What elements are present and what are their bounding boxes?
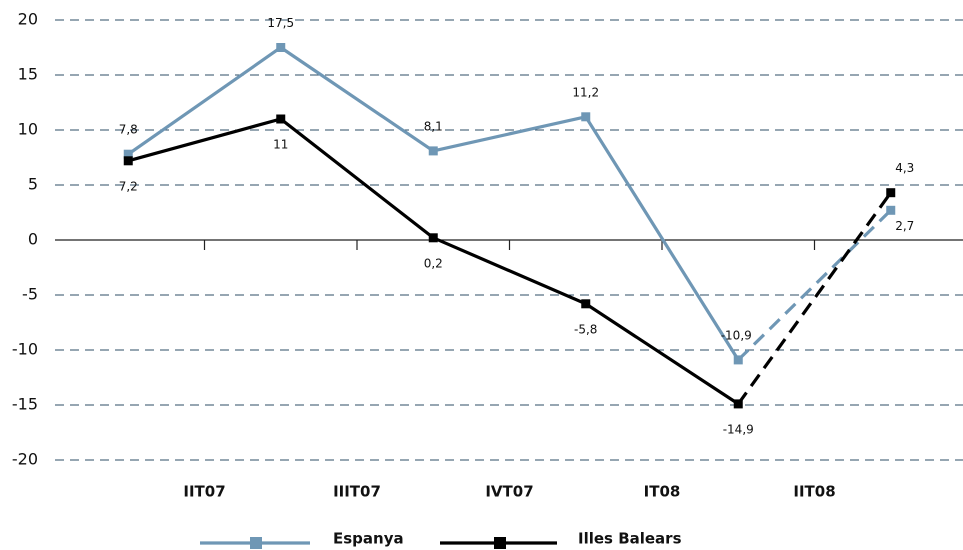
marker bbox=[581, 112, 591, 122]
data-label: 8,1 bbox=[424, 119, 443, 133]
data-label: 2,7 bbox=[895, 219, 914, 233]
marker bbox=[428, 146, 438, 156]
data-label: -10,9 bbox=[721, 328, 752, 342]
data-label: -5,8 bbox=[574, 322, 597, 336]
marker bbox=[581, 299, 591, 309]
marker bbox=[886, 188, 896, 198]
data-label: 7,8 bbox=[119, 123, 138, 137]
data-label: 17,5 bbox=[267, 16, 294, 30]
legend-label: Espanya bbox=[333, 530, 404, 548]
marker bbox=[123, 156, 133, 166]
marker bbox=[123, 149, 133, 159]
y-tick-label: 10 bbox=[18, 120, 38, 139]
x-tick-label: IT08 bbox=[644, 483, 681, 501]
x-tick-label: IIIT07 bbox=[333, 483, 381, 501]
x-tick-label: IVT07 bbox=[485, 483, 533, 501]
marker bbox=[733, 399, 743, 409]
series-line bbox=[127, 45, 740, 361]
legend-marker bbox=[250, 537, 262, 549]
legend-marker bbox=[494, 537, 506, 549]
data-label: 7,2 bbox=[119, 179, 138, 193]
y-tick-label: -5 bbox=[22, 285, 38, 304]
marker bbox=[276, 114, 286, 124]
x-tick-label: IIT07 bbox=[183, 483, 225, 501]
y-tick-label: -15 bbox=[12, 395, 38, 414]
series-line bbox=[737, 209, 892, 362]
y-tick-label: 15 bbox=[18, 65, 38, 84]
data-label: -14,9 bbox=[723, 422, 754, 436]
data-label: 11,2 bbox=[572, 85, 599, 99]
marker bbox=[428, 233, 438, 243]
legend-label: Illes Balears bbox=[578, 530, 682, 548]
y-tick-label: 20 bbox=[18, 10, 38, 29]
y-tick-label: 5 bbox=[28, 175, 38, 194]
data-label: 0,2 bbox=[424, 256, 443, 270]
y-tick-label: -10 bbox=[12, 340, 38, 359]
marker bbox=[886, 205, 896, 215]
data-label: 11 bbox=[273, 138, 288, 152]
series-line bbox=[736, 191, 893, 405]
x-tick-label: IIT08 bbox=[793, 483, 835, 501]
data-label: 4,3 bbox=[895, 161, 914, 175]
y-tick-label: -20 bbox=[12, 450, 38, 469]
y-tick-label: 0 bbox=[28, 230, 38, 249]
marker bbox=[276, 43, 286, 52]
marker bbox=[733, 355, 743, 365]
